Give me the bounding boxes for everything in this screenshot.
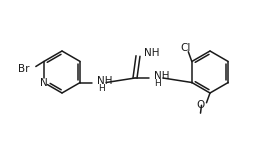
Text: NH: NH <box>154 71 170 81</box>
Text: NH: NH <box>97 75 113 86</box>
Text: O: O <box>196 100 205 110</box>
Text: NH: NH <box>144 48 160 58</box>
Text: N: N <box>40 78 48 87</box>
Text: H: H <box>155 79 161 88</box>
Text: H: H <box>98 83 105 92</box>
Text: Cl: Cl <box>180 43 190 53</box>
Text: Br: Br <box>18 64 30 74</box>
